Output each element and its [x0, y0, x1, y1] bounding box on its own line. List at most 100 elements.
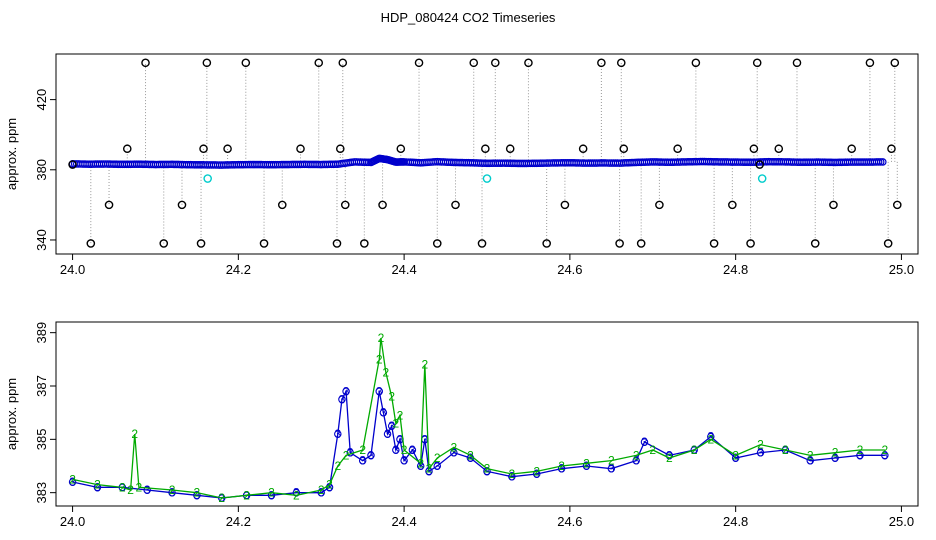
data-point-black — [414, 58, 424, 68]
x-tick-label: 24.0 — [60, 262, 85, 277]
point-label-blue: 3 — [732, 451, 739, 465]
point-label-green: 2 — [451, 440, 458, 454]
plot-frame — [55, 53, 919, 255]
point-label-blue: 3 — [707, 430, 714, 444]
y-tick-label: 420 — [34, 89, 49, 111]
x-tick-label: 25.0 — [889, 514, 914, 529]
point-label-green: 2 — [649, 443, 656, 457]
data-point-black — [314, 58, 324, 68]
data-point-black — [296, 144, 305, 154]
data-point-black — [883, 239, 893, 248]
point-label-green: 2 — [119, 480, 126, 494]
data-point-blue — [342, 387, 350, 396]
point-label-blue: 3 — [882, 448, 889, 462]
point-label-blue: 3 — [832, 451, 839, 465]
data-point-black — [810, 239, 820, 248]
data-point-blue — [756, 448, 765, 457]
data-point-black — [728, 200, 737, 210]
point-label-blue: 3 — [326, 480, 333, 494]
data-point-black — [202, 58, 212, 68]
data-point-blue — [383, 430, 392, 438]
data-point-blue — [690, 446, 698, 454]
point-label-green: 2 — [218, 491, 225, 505]
data-point-blue — [375, 387, 383, 396]
point-label-blue: 3 — [426, 464, 433, 478]
data-point-black — [338, 58, 348, 68]
data-point-black — [524, 58, 533, 68]
point-label-green: 2 — [169, 483, 176, 497]
point-label-green: 2 — [401, 443, 408, 457]
data-point-black — [141, 58, 150, 68]
point-label-green: 2 — [608, 454, 615, 468]
point-label-green: 2 — [583, 456, 590, 470]
point-label-blue: 3 — [293, 486, 300, 500]
point-label-green: 2 — [69, 472, 76, 486]
point-label-green: 2 — [832, 446, 839, 460]
point-label-green: 2 — [378, 331, 385, 345]
point-label-green: 2 — [757, 438, 764, 452]
data-point-blue — [607, 464, 616, 473]
point-label-blue: 3 — [388, 419, 395, 433]
data-point-black — [615, 239, 624, 248]
y-tick-label: 389 — [34, 322, 49, 344]
data-point-black — [340, 200, 350, 210]
point-label-green: 2 — [691, 443, 698, 457]
data-point-black — [619, 144, 629, 154]
data-point-black — [259, 239, 269, 248]
x-tick-label: 25.0 — [889, 262, 914, 277]
point-label-green: 2 — [417, 456, 424, 470]
data-point-black — [616, 58, 626, 68]
data-point-black — [673, 144, 682, 154]
data-point-black — [505, 144, 515, 154]
data-point-blue — [143, 486, 151, 494]
point-label-blue: 3 — [94, 480, 101, 494]
point-label-blue: 3 — [484, 464, 491, 478]
data-point-black — [746, 239, 755, 248]
point-label-blue: 3 — [347, 446, 354, 460]
point-label-blue: 3 — [359, 454, 366, 468]
point-label-blue: 3 — [857, 448, 864, 462]
data-point-black — [68, 160, 77, 169]
point-label-green: 2 — [131, 427, 138, 441]
data-point-black — [223, 144, 232, 154]
point-label-blue: 3 — [397, 432, 404, 446]
point-label-blue: 3 — [807, 454, 814, 468]
y-axis-label: approx. ppm — [4, 118, 19, 190]
point-label-blue: 3 — [69, 475, 76, 489]
point-label-green: 2 — [533, 464, 540, 478]
point-label-blue: 3 — [467, 451, 474, 465]
point-label-green: 2 — [558, 459, 565, 473]
plot-area — [68, 58, 902, 248]
x-tick-label: 24.2 — [226, 514, 251, 529]
y-tick-label: 380 — [34, 159, 49, 181]
data-point-black — [792, 58, 802, 68]
data-point-blue — [831, 454, 839, 462]
data-point-black — [829, 200, 838, 210]
point-label-blue: 3 — [666, 448, 673, 462]
point-label-green: 2 — [484, 462, 491, 476]
point-label-blue: 3 — [376, 384, 383, 398]
data-point-black — [335, 144, 345, 154]
data-point-black — [86, 239, 96, 248]
point-label-blue: 3 — [451, 446, 458, 460]
point-label-blue: 3 — [633, 454, 640, 468]
data-point-blue — [640, 438, 649, 446]
data-point-black — [122, 144, 132, 154]
point-label-green: 2 — [782, 443, 789, 457]
point-label-green: 2 — [334, 459, 341, 473]
data-point-black — [360, 239, 369, 248]
y-tick-label: 383 — [34, 482, 49, 504]
x-tick-label: 24.6 — [557, 262, 582, 277]
data-point-black — [865, 58, 875, 68]
point-label-blue: 3 — [401, 454, 408, 468]
lower-panel: 24.0 24.2 24.4 24.6 24.8 25.0 383 385 387 389 appr… — [4, 321, 919, 529]
y-tick-label: 387 — [34, 375, 49, 397]
upper-panel: 24.0 24.2 24.4 24.6 24.8 25.0 340 380 420 approx.… — [4, 53, 919, 277]
data-point-black — [560, 200, 570, 210]
point-label-blue: 3 — [641, 435, 648, 449]
point-label-green: 2 — [388, 390, 395, 404]
data-point-black — [578, 144, 588, 154]
x-tick-label: 24.8 — [723, 262, 748, 277]
